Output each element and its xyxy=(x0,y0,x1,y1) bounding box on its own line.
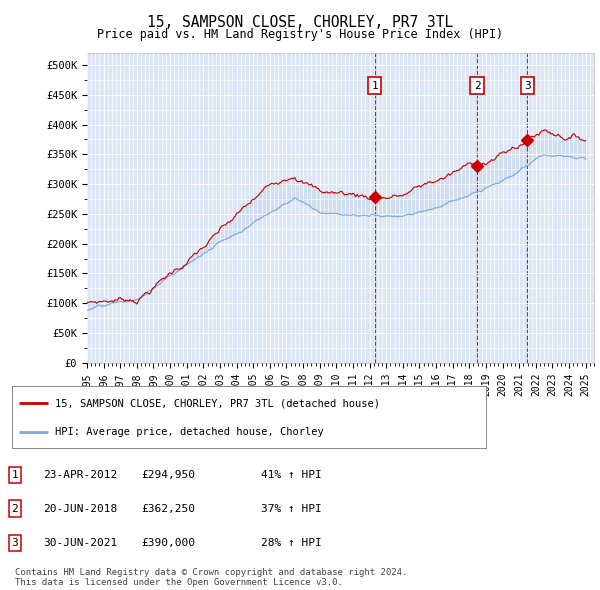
Text: 3: 3 xyxy=(524,81,531,91)
Text: 23-APR-2012: 23-APR-2012 xyxy=(43,470,118,480)
Text: 15, SAMPSON CLOSE, CHORLEY, PR7 3TL: 15, SAMPSON CLOSE, CHORLEY, PR7 3TL xyxy=(147,15,453,30)
Text: 1: 1 xyxy=(371,81,378,91)
Text: 28% ↑ HPI: 28% ↑ HPI xyxy=(261,538,322,548)
Text: £362,250: £362,250 xyxy=(141,504,195,513)
Text: Price paid vs. HM Land Registry's House Price Index (HPI): Price paid vs. HM Land Registry's House … xyxy=(97,28,503,41)
Text: £390,000: £390,000 xyxy=(141,538,195,548)
Text: 3: 3 xyxy=(11,538,19,548)
Text: 37% ↑ HPI: 37% ↑ HPI xyxy=(261,504,322,513)
Text: 1: 1 xyxy=(11,470,19,480)
Text: Contains HM Land Registry data © Crown copyright and database right 2024.
This d: Contains HM Land Registry data © Crown c… xyxy=(15,568,407,587)
Text: 20-JUN-2018: 20-JUN-2018 xyxy=(43,504,118,513)
Text: £294,950: £294,950 xyxy=(141,470,195,480)
Text: 30-JUN-2021: 30-JUN-2021 xyxy=(43,538,118,548)
Text: 2: 2 xyxy=(11,504,19,513)
Text: 15, SAMPSON CLOSE, CHORLEY, PR7 3TL (detached house): 15, SAMPSON CLOSE, CHORLEY, PR7 3TL (det… xyxy=(55,398,380,408)
Text: 41% ↑ HPI: 41% ↑ HPI xyxy=(261,470,322,480)
Text: 2: 2 xyxy=(474,81,481,91)
Text: HPI: Average price, detached house, Chorley: HPI: Average price, detached house, Chor… xyxy=(55,427,323,437)
